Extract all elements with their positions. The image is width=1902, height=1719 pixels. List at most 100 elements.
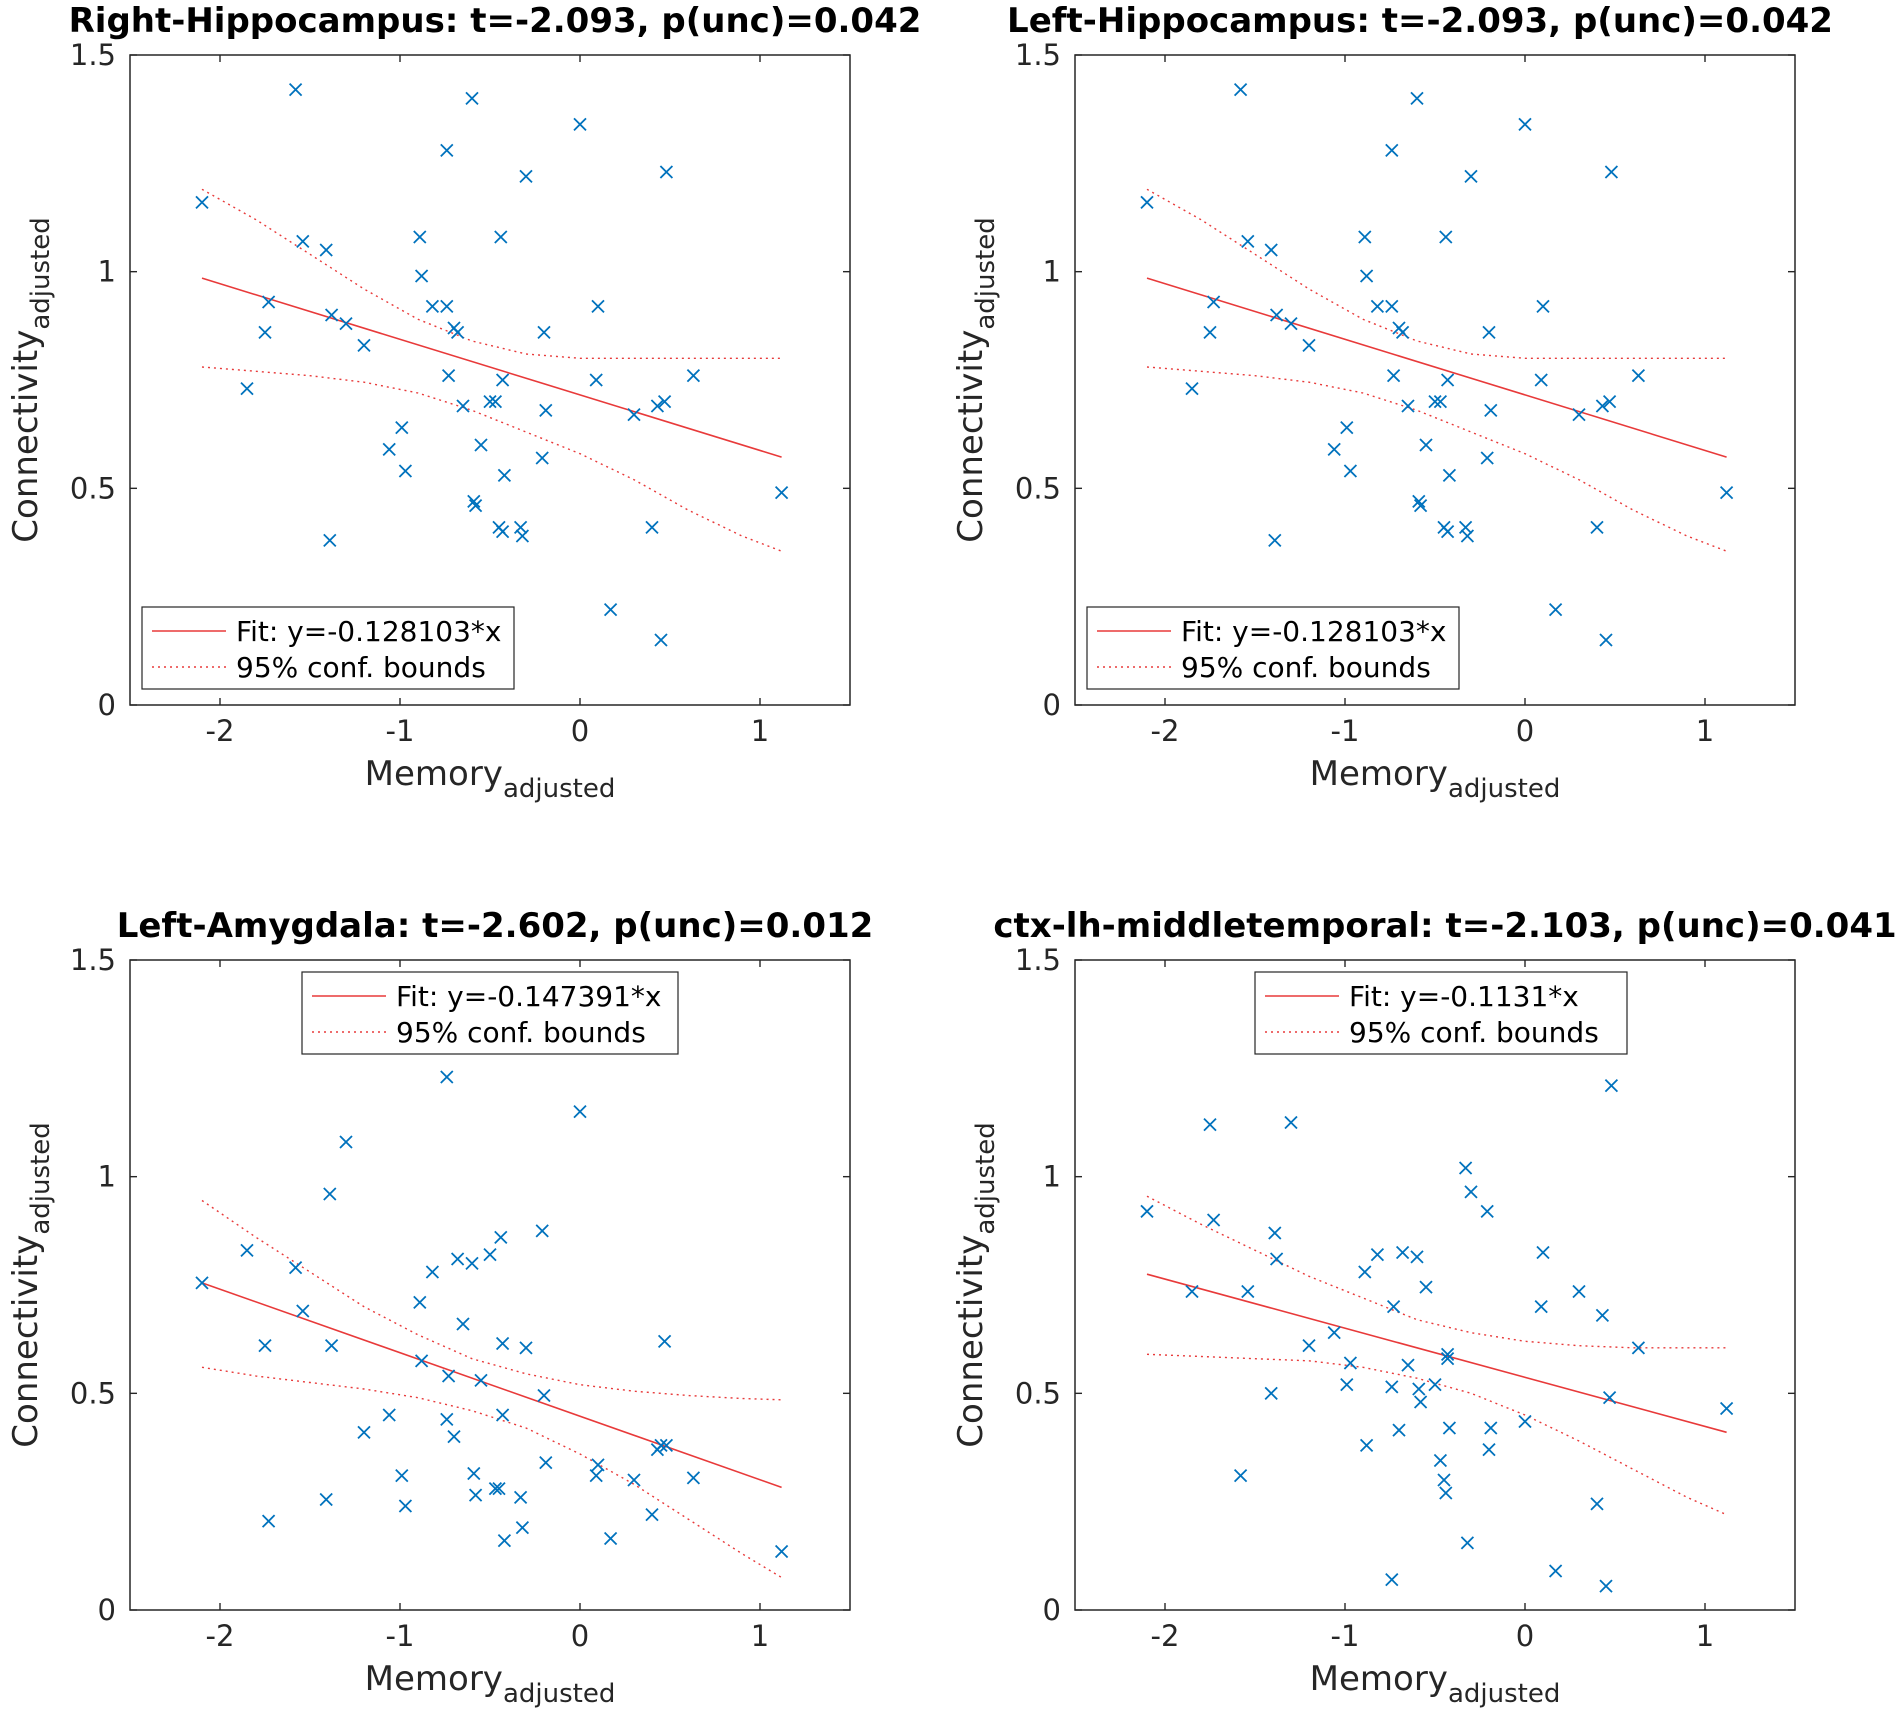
panel-3-data-point: [398, 1499, 413, 1513]
panel-4-data-point: [1440, 1352, 1455, 1366]
panel-4-data-point: [1518, 1414, 1532, 1429]
panel-1-data-point: [488, 395, 503, 409]
panel-2-data-point: [1536, 299, 1550, 313]
panel-3-legend-fit-label: Fit: y=-0.147391*x: [396, 980, 661, 1013]
panel-1-data-point: [650, 399, 665, 413]
panel-1-data-point: [535, 451, 549, 465]
panel-2-title: Left-Hippocampus: t=-2.093, p(unc)=0.042: [1007, 1, 1833, 41]
panel-1-data-point: [261, 295, 276, 309]
panel-4-data-point: [1302, 1339, 1316, 1353]
panel-1-data-point: [382, 442, 396, 456]
panel-2-data-point: [1480, 451, 1494, 465]
panel-3-data-point: [296, 1304, 310, 1318]
panel-2-data-point: [1548, 603, 1563, 617]
panel-3-data-point: [413, 1295, 427, 1309]
panel-2-ylabel-main: Connectivity: [951, 330, 991, 543]
panel-4-data-point: [1185, 1284, 1199, 1299]
panel-1-data-point: [357, 338, 371, 352]
panel-1-data-point: [774, 486, 789, 500]
panel-3-data-point: [467, 1466, 481, 1481]
panel-4-data-point: [1482, 1443, 1496, 1457]
panel-1-legend-box: [141, 606, 515, 690]
panel-1-ylabel-main: Connectivity: [6, 330, 46, 543]
panel-1-data-point: [495, 525, 510, 539]
panel-3-data-point: [195, 1276, 209, 1290]
panel-4-lower-bound: [1146, 1353, 1727, 1516]
panel-2-data-point: [1419, 438, 1433, 452]
panel-3-data-point: [357, 1425, 371, 1439]
panel-3: Left-Amygdala: t=-2.602, p(unc)=0.012 -2…: [6, 906, 873, 1709]
panel-4-data-point: [1241, 1284, 1255, 1299]
panel-4-data-point: [1602, 1391, 1617, 1405]
panel-4-ytick-label: 1: [1043, 1160, 1061, 1194]
panel-1-data-point: [468, 499, 483, 513]
panel-4-ylabel: Connectivityadjusted: [951, 1122, 1001, 1447]
panel-1-axes-box: [129, 54, 851, 706]
panel-2-ylabel-sub: adjusted: [971, 217, 1001, 329]
panel-2-data-point: [1395, 325, 1410, 339]
panel-1-xlabel: Memoryadjusted: [365, 754, 616, 804]
panel-4-data-point: [1437, 1473, 1451, 1487]
panel-2-data-point: [1359, 269, 1374, 283]
panel-3-data-point: [539, 1456, 553, 1470]
panel-2-data-point: [1233, 83, 1248, 97]
panel-3-ytick-label: 1: [98, 1160, 116, 1194]
panel-2-data-point: [1595, 399, 1610, 413]
panel-4-data-point: [1480, 1204, 1494, 1218]
panel-2-data-point: [1428, 395, 1442, 409]
panel-2: Left-Hippocampus: t=-2.093, p(unc)=0.042…: [951, 1, 1833, 804]
panel-2-data-point: [1241, 234, 1255, 248]
panel-4-data-point: [1206, 1213, 1221, 1227]
panel-4-legend-box: [1254, 971, 1628, 1055]
panel-4-data-point: [1536, 1245, 1550, 1260]
panel-3-data-point: [591, 1458, 605, 1472]
panel-4-data-point: [1484, 1421, 1498, 1435]
panel-4-data-point: [1370, 1248, 1385, 1262]
panel-1-ylabel: Connectivityadjusted: [6, 217, 56, 542]
panel-2-data-point: [1412, 494, 1426, 508]
panel-2-data-point: [1602, 395, 1617, 409]
panel-2-data-point: [1518, 117, 1532, 131]
panel-3-xlabel-sub: adjusted: [503, 1679, 615, 1709]
panel-4-xtick-label: 1: [1696, 1619, 1714, 1653]
panel-1-data-point: [515, 529, 530, 543]
panel-2-ytick-label: 1: [1043, 255, 1061, 289]
panel-2-data-point: [1599, 633, 1613, 647]
panel-1-data-point: [537, 325, 551, 339]
panel-2-data-point: [1203, 325, 1217, 339]
panel-2-data-point: [1284, 317, 1298, 331]
panel-4-fit-line: [1146, 1273, 1727, 1434]
panel-2-xlabel-main: Memory: [1310, 754, 1448, 794]
panel-1-data-point: [456, 399, 470, 413]
panel-4-data-point: [1340, 1378, 1354, 1392]
panel-1-lower-bound: [201, 366, 782, 552]
panel-3-data-point: [339, 1135, 353, 1149]
panel-2-legend-fit-label: Fit: y=-0.128103*x: [1181, 615, 1446, 648]
panel-3-data-point: [414, 1354, 429, 1368]
panel-1-xtick-label: 0: [571, 714, 589, 748]
panel-2-xtick-label: 0: [1516, 714, 1534, 748]
panel-3-data-point: [495, 1408, 510, 1422]
panel-4-data-point: [1599, 1579, 1613, 1593]
panel-2-xlabel-sub: adjusted: [1448, 774, 1560, 804]
panel-3-data-point: [395, 1469, 409, 1483]
panel-1-data-point: [195, 195, 209, 209]
panel-4: ctx-lh-middletemporal: t=-2.103, p(unc)=…: [951, 906, 1897, 1709]
panel-2-data-point: [1385, 143, 1399, 157]
panel-2-legend-box: [1086, 606, 1460, 690]
panel-3-data-point: [447, 1430, 461, 1444]
panel-1-data-point: [319, 243, 333, 257]
panel-4-xlabel: Memoryadjusted: [1310, 1659, 1561, 1709]
panel-2-data-point: [1410, 91, 1424, 105]
panel-4-data-point: [1268, 1226, 1282, 1240]
panel-1-data-point: [398, 464, 413, 478]
panel-4-legend: Fit: y=-0.1131*x 95% conf. bounds: [1254, 971, 1628, 1055]
panel-1-data-point: [497, 468, 512, 482]
panel-2-ytick-label: 1.5: [1015, 38, 1061, 72]
panel-3-data-point: [488, 1482, 503, 1496]
panel-3-legend-box: [301, 971, 679, 1055]
panel-3-data-point: [495, 1336, 510, 1351]
panel-2-ytick-label: 0.5: [1015, 471, 1061, 505]
panel-1-xtick-label: -2: [206, 714, 235, 748]
panel-2-data-point: [1460, 529, 1475, 543]
